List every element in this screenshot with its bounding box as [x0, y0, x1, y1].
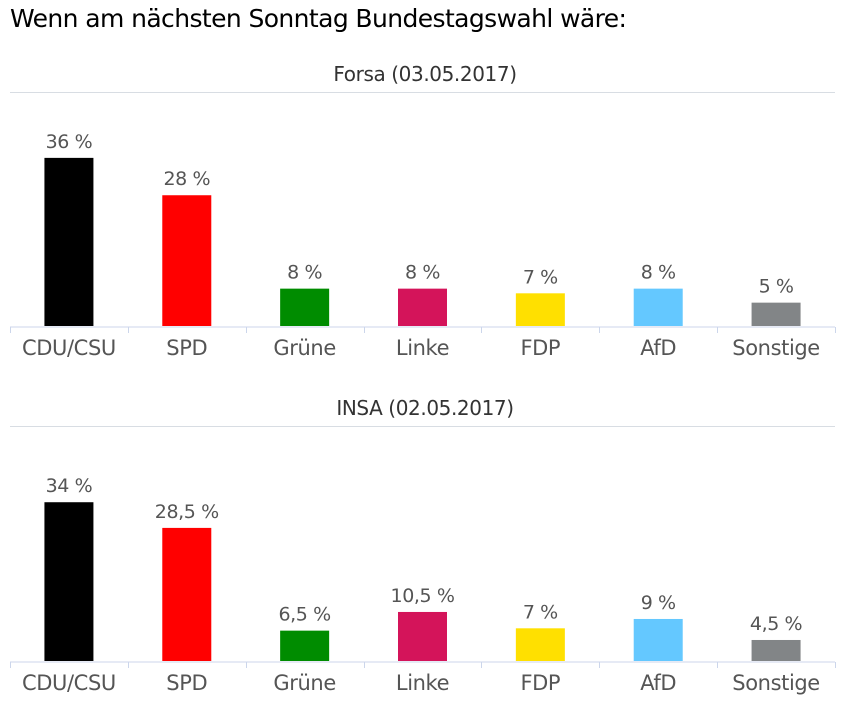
bar-linke[interactable]	[398, 611, 447, 661]
bar-sonstige[interactable]	[751, 639, 801, 661]
x-tick-label-gr-ne: Grüne	[273, 671, 335, 695]
data-label-gr-ne: 6,5 %	[278, 604, 330, 626]
x-tick-label-fdp: FDP	[520, 671, 560, 695]
chart-title: INSA (02.05.2017)	[336, 396, 514, 420]
data-label-linke: 8 %	[405, 262, 440, 284]
page-title: Wenn am nächsten Sonntag Bundestagswahl …	[10, 4, 627, 33]
x-tick-label-afd: AfD	[640, 671, 676, 695]
bar-afd[interactable]	[633, 288, 683, 326]
data-label-spd: 28 %	[163, 168, 210, 190]
x-tick-label-sonstige: Sonstige	[732, 671, 820, 695]
data-label-linke: 10,5 %	[391, 585, 455, 607]
bar-gr-ne[interactable]	[280, 630, 330, 661]
bar-cdu-csu[interactable]	[44, 502, 94, 661]
bar-gr-ne[interactable]	[280, 288, 330, 326]
data-label-cdu-csu: 34 %	[46, 475, 93, 497]
data-label-fdp: 7 %	[523, 266, 558, 288]
x-tick-label-afd: AfD	[640, 336, 676, 360]
bar-cdu-csu[interactable]	[44, 157, 94, 326]
title-divider	[10, 92, 835, 93]
data-label-gr-ne: 8 %	[287, 262, 322, 284]
bar-sonstige[interactable]	[751, 302, 801, 326]
data-label-spd: 28,5 %	[155, 501, 219, 523]
data-label-afd: 8 %	[641, 262, 676, 284]
bar-fdp[interactable]	[515, 628, 565, 661]
x-tick-label-linke: Linke	[396, 336, 449, 360]
title-divider	[10, 426, 835, 427]
bar-spd[interactable]	[162, 195, 212, 326]
x-tick-label-spd: SPD	[166, 671, 207, 695]
x-tick-label-fdp: FDP	[520, 336, 560, 360]
x-tick-label-cdu-csu: CDU/CSU	[22, 336, 116, 360]
data-label-cdu-csu: 36 %	[46, 131, 93, 153]
bar-afd[interactable]	[633, 618, 683, 661]
bar-fdp[interactable]	[515, 293, 565, 326]
chart-title: Forsa (03.05.2017)	[333, 62, 517, 86]
x-tick-label-spd: SPD	[166, 336, 207, 360]
data-label-sonstige: 5 %	[759, 276, 794, 298]
data-label-afd: 9 %	[641, 592, 676, 614]
bar-spd[interactable]	[162, 527, 212, 661]
x-tick-label-cdu-csu: CDU/CSU	[22, 671, 116, 695]
x-tick-label-sonstige: Sonstige	[732, 336, 820, 360]
bar-linke[interactable]	[398, 288, 447, 326]
x-tick-label-linke: Linke	[396, 671, 449, 695]
bar-chart-forsa: 36 % CDU/CSU 28 % SPD 8 % Grüne 8 % Linke 7 % FDP…	[10, 131, 836, 360]
data-label-fdp: 7 %	[523, 601, 558, 623]
data-label-sonstige: 4,5 %	[750, 613, 802, 635]
x-tick-label-gr-ne: Grüne	[273, 336, 335, 360]
